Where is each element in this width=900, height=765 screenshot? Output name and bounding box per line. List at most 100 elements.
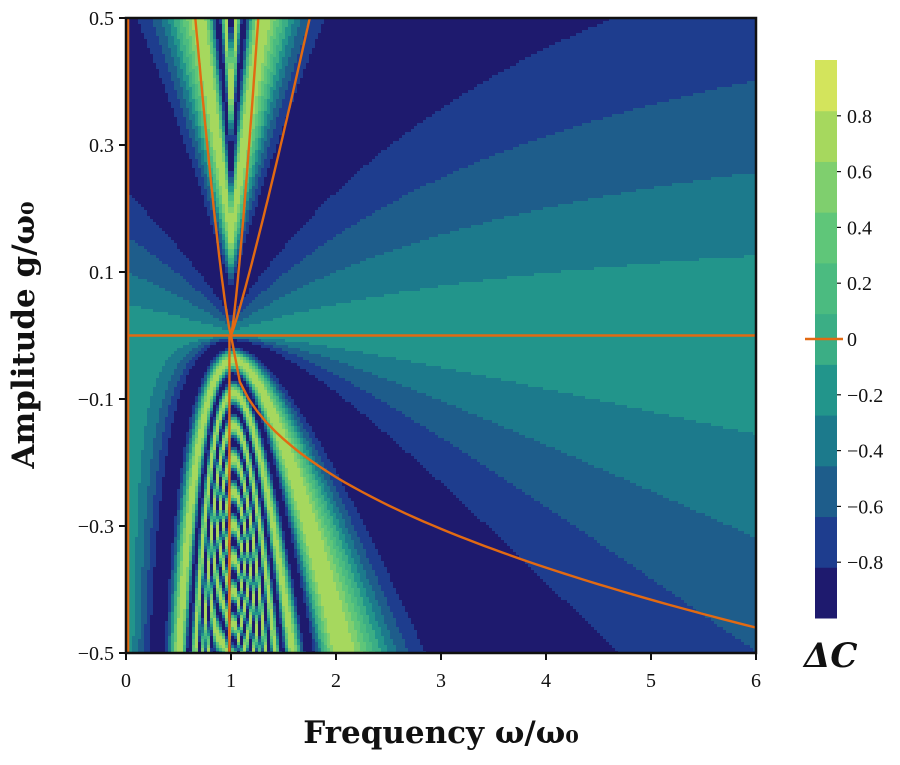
heatmap-cell: [711, 78, 714, 81]
heatmap-cell: [519, 21, 522, 24]
heatmap-cell: [279, 39, 282, 42]
heatmap-cell: [501, 81, 504, 84]
heatmap-cell: [693, 42, 696, 45]
heatmap-cell: [441, 42, 444, 45]
heatmap-cell: [621, 81, 624, 84]
heatmap-cell: [180, 51, 183, 54]
heatmap-cell: [693, 27, 696, 30]
heatmap-cell: [600, 48, 603, 51]
heatmap-cell: [177, 21, 180, 24]
heatmap-cell: [141, 36, 144, 39]
heatmap-cell: [561, 30, 564, 33]
heatmap-cell: [657, 72, 660, 75]
heatmap-cell: [744, 81, 747, 84]
heatmap-cell: [720, 60, 723, 63]
heatmap-cell: [555, 48, 558, 51]
heatmap-cell: [336, 60, 339, 63]
heatmap-cell: [186, 72, 189, 75]
heatmap-cell: [495, 39, 498, 42]
heatmap-cell: [549, 51, 552, 54]
heatmap-cell: [507, 21, 510, 24]
heatmap-cell: [462, 30, 465, 33]
heatmap-cell: [582, 54, 585, 57]
heatmap-cell: [210, 66, 213, 69]
heatmap-cell: [411, 69, 414, 72]
heatmap-cell: [183, 75, 186, 78]
heatmap-cell: [483, 54, 486, 57]
heatmap-cell: [408, 72, 411, 75]
heatmap-cell: [735, 42, 738, 45]
heatmap-cell: [360, 72, 363, 75]
heatmap-cell: [258, 45, 261, 48]
heatmap-cell: [288, 24, 291, 27]
heatmap-cell: [678, 81, 681, 84]
heatmap-cell: [495, 78, 498, 81]
heatmap-cell: [141, 81, 144, 84]
heatmap-cell: [573, 33, 576, 36]
heatmap-cell: [702, 21, 705, 24]
heatmap-cell: [192, 48, 195, 51]
heatmap-cell: [486, 33, 489, 36]
heatmap-cell: [384, 54, 387, 57]
heatmap-cell: [156, 30, 159, 33]
heatmap-cell: [564, 24, 567, 27]
heatmap-cell: [504, 45, 507, 48]
heatmap-cell: [225, 54, 228, 57]
heatmap-cell: [678, 36, 681, 39]
heatmap-cell: [141, 72, 144, 75]
heatmap-cell: [345, 27, 348, 30]
heatmap-cell: [573, 42, 576, 45]
heatmap-cell: [495, 45, 498, 48]
heatmap-cell: [579, 54, 582, 57]
heatmap-cell: [381, 66, 384, 69]
heatmap-cell: [366, 54, 369, 57]
heatmap-cell: [138, 57, 141, 60]
heatmap-cell: [441, 81, 444, 84]
heatmap-cell: [279, 69, 282, 72]
heatmap-cell: [174, 30, 177, 33]
heatmap-cell: [525, 75, 528, 78]
heatmap-cell: [645, 72, 648, 75]
heatmap-cell: [495, 42, 498, 45]
heatmap-cell: [492, 54, 495, 57]
heatmap-cell: [651, 78, 654, 81]
heatmap-cell: [741, 48, 744, 51]
heatmap-cell: [345, 21, 348, 24]
heatmap-cell: [570, 69, 573, 72]
heatmap-cell: [201, 51, 204, 54]
heatmap-cell: [624, 36, 627, 39]
heatmap-cell: [738, 54, 741, 57]
heatmap-cell: [507, 39, 510, 42]
heatmap-cell: [330, 21, 333, 24]
heatmap-cell: [423, 27, 426, 30]
heatmap-cell: [228, 84, 231, 87]
heatmap-cell: [705, 42, 708, 45]
heatmap-cell: [660, 36, 663, 39]
heatmap-cell: [147, 45, 150, 48]
heatmap-cell: [306, 51, 309, 54]
heatmap-cell: [264, 69, 267, 72]
heatmap-cell: [690, 21, 693, 24]
heatmap-cell: [336, 36, 339, 39]
heatmap-cell: [393, 30, 396, 33]
heatmap-cell: [477, 54, 480, 57]
heatmap-cell: [579, 30, 582, 33]
heatmap-cell: [552, 63, 555, 66]
heatmap-cell: [549, 42, 552, 45]
heatmap-cell: [186, 27, 189, 30]
heatmap-cell: [501, 60, 504, 63]
heatmap-cell: [333, 78, 336, 81]
heatmap-cell: [717, 45, 720, 48]
heatmap-cell: [513, 75, 516, 78]
heatmap-cell: [564, 51, 567, 54]
heatmap-cell: [552, 60, 555, 63]
heatmap-cell: [630, 39, 633, 42]
heatmap-cell: [360, 21, 363, 24]
heatmap-cell: [270, 72, 273, 75]
heatmap-cell: [684, 63, 687, 66]
heatmap-cell: [525, 63, 528, 66]
heatmap-cell: [732, 72, 735, 75]
heatmap-cell: [465, 72, 468, 75]
heatmap-cell: [255, 84, 258, 87]
heatmap-cell: [630, 27, 633, 30]
